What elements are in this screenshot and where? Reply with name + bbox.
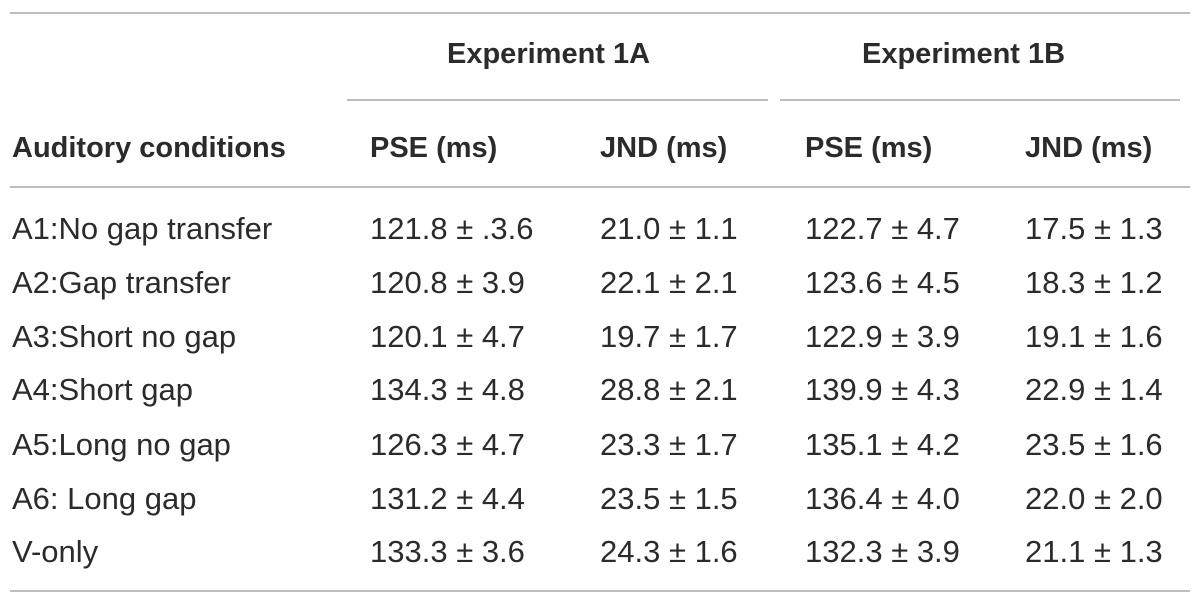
table-cell: 22.1 ± 2.1 <box>600 265 738 300</box>
table-cell: 19.7 ± 1.7 <box>600 319 738 354</box>
group-rule-experiment-1b <box>780 99 1180 101</box>
table-cell: 135.1 ± 4.2 <box>805 427 960 462</box>
column-header-jnd-1b: JND (ms) <box>1025 132 1153 164</box>
table-cell: 122.9 ± 3.9 <box>805 319 960 354</box>
table-cell: 23.5 ± 1.5 <box>600 481 738 516</box>
table-row-label: A6: Long gap <box>12 481 197 516</box>
table-cell: 123.6 ± 4.5 <box>805 265 960 300</box>
table-header-rule <box>10 186 1190 188</box>
table-cell: 21.0 ± 1.1 <box>600 211 738 246</box>
table-cell: 18.3 ± 1.2 <box>1025 265 1163 300</box>
table-row-label: A1:No gap transfer <box>12 211 273 246</box>
table-cell: 126.3 ± 4.7 <box>370 427 525 462</box>
table-cell: 139.9 ± 4.3 <box>805 372 960 407</box>
column-header-auditory-conditions: Auditory conditions <box>12 132 286 164</box>
table-cell: 23.5 ± 1.6 <box>1025 427 1163 462</box>
table-cell: 22.9 ± 1.4 <box>1025 372 1163 407</box>
table-row-label: V-only <box>12 534 99 569</box>
column-header-pse-1a: PSE (ms) <box>370 132 498 164</box>
table-cell: 121.8 ± .3.6 <box>370 211 534 246</box>
table-cell: 120.8 ± 3.9 <box>370 265 525 300</box>
table-cell: 134.3 ± 4.8 <box>370 372 525 407</box>
table-cell: 133.3 ± 3.6 <box>370 534 525 569</box>
group-header-experiment-1a: Experiment 1A <box>447 38 651 70</box>
column-header-pse-1b: PSE (ms) <box>805 132 933 164</box>
table-cell: 17.5 ± 1.3 <box>1025 211 1163 246</box>
table-cell: 24.3 ± 1.6 <box>600 534 738 569</box>
table-cell: 28.8 ± 2.1 <box>600 372 738 407</box>
table-cell: 132.3 ± 3.9 <box>805 534 960 569</box>
table-row-label: A4:Short gap <box>12 372 193 407</box>
table-cell: 136.4 ± 4.0 <box>805 481 960 516</box>
group-header-experiment-1b: Experiment 1B <box>862 38 1066 70</box>
table-row-label: A5:Long no gap <box>12 427 231 462</box>
table-cell: 122.7 ± 4.7 <box>805 211 960 246</box>
group-rule-experiment-1a <box>347 99 768 101</box>
table-cell: 120.1 ± 4.7 <box>370 319 525 354</box>
column-header-jnd-1a: JND (ms) <box>600 132 728 164</box>
table-bottom-rule <box>10 590 1190 592</box>
table-top-rule <box>10 12 1190 14</box>
table-cell: 22.0 ± 2.0 <box>1025 481 1163 516</box>
table-cell: 23.3 ± 1.7 <box>600 427 738 462</box>
table-cell: 21.1 ± 1.3 <box>1025 534 1163 569</box>
table-cell: 131.2 ± 4.4 <box>370 481 525 516</box>
table-row-label: A2:Gap transfer <box>12 265 231 300</box>
table-row-label: A3:Short no gap <box>12 319 237 354</box>
table-cell: 19.1 ± 1.6 <box>1025 319 1163 354</box>
